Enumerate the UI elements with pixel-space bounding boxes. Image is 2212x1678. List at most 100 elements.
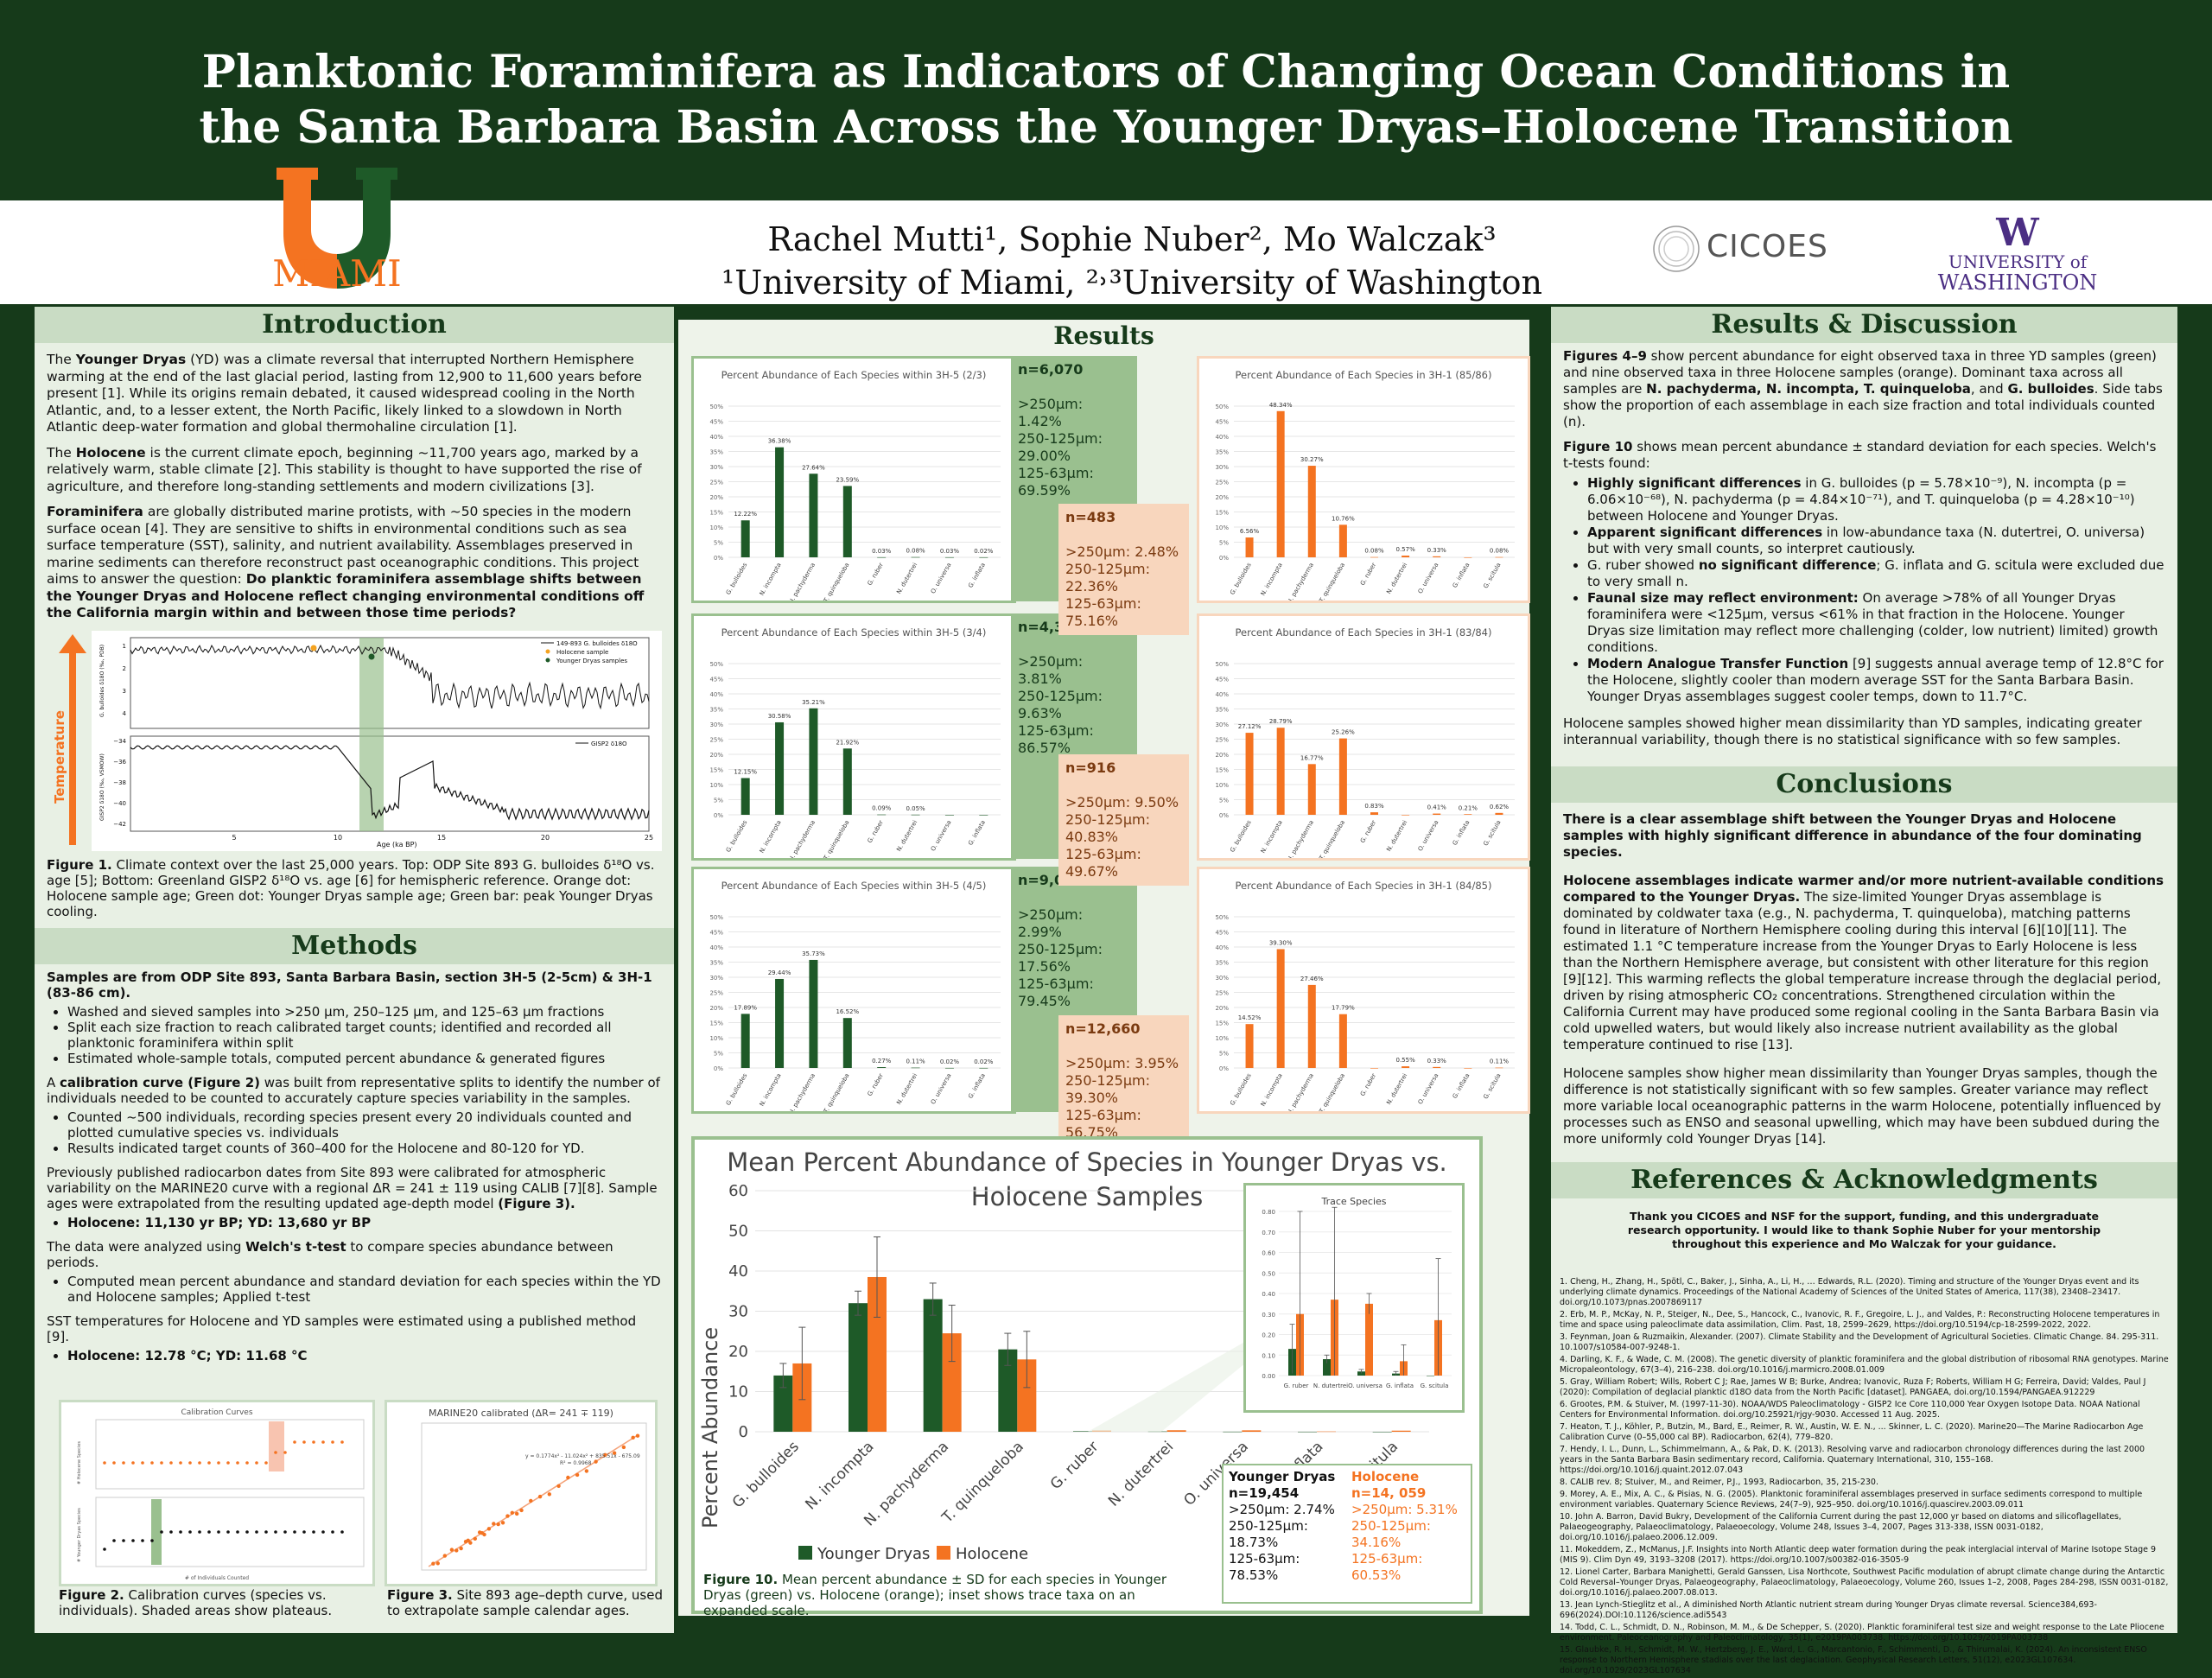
x-tick-label: N. incompta bbox=[759, 562, 783, 597]
bar-value-label: 0.02% bbox=[974, 1058, 994, 1065]
x-tick-label: 25 bbox=[645, 834, 653, 842]
fig2-xlabel: # of Individuals Counted bbox=[185, 1575, 249, 1581]
bar bbox=[775, 721, 785, 815]
age-depth-point bbox=[435, 1561, 440, 1566]
x-tick-label: G. ruber bbox=[1047, 1438, 1103, 1493]
intro-p1: The Younger Dryas (YD) was a climate rev… bbox=[47, 352, 642, 435]
rd-item: Modern Analogue Transfer Function [9] su… bbox=[1587, 656, 2165, 705]
count-line: >250µm: 3.95% bbox=[1065, 1055, 1179, 1071]
bar bbox=[998, 1349, 1018, 1432]
legend-yd-swatch bbox=[798, 1546, 812, 1560]
bar bbox=[877, 1067, 887, 1068]
x-tick-label: O. universa bbox=[930, 1072, 953, 1105]
x-tick-label: G. ruber bbox=[1359, 819, 1377, 844]
y-tick-label: 5% bbox=[1219, 540, 1229, 547]
fig2-title: Calibration Curves bbox=[181, 1408, 252, 1417]
bar bbox=[1495, 812, 1503, 815]
trace-species-inset: Trace Species 0.00 0.10 0.20 0.30 0.40 0.50 0.… bbox=[1243, 1183, 1465, 1413]
reference-item: 13. Jean Lynch-Stieglitz et al., A dimin… bbox=[1560, 1600, 2097, 1620]
count-line: n=483 bbox=[1065, 509, 1116, 525]
methods-heading: Methods bbox=[35, 927, 674, 964]
intro-body: The Younger Dryas (YD) was a climate rev… bbox=[35, 352, 674, 622]
temperature-arrow-icon: Temperature bbox=[52, 633, 86, 845]
y-tick-label: 40% bbox=[1215, 434, 1229, 441]
y-tick-label: 25% bbox=[709, 737, 723, 744]
y-tick-label: 0.50 bbox=[1262, 1270, 1275, 1277]
y-tick-label: 45% bbox=[709, 677, 723, 683]
y-tick-label: 15% bbox=[709, 510, 723, 517]
x-tick-label: G. ruber bbox=[867, 562, 885, 587]
age-depth-point bbox=[473, 1536, 477, 1541]
y-tick-label: 20% bbox=[709, 494, 723, 501]
holocene-point bbox=[217, 1461, 220, 1465]
bar bbox=[842, 486, 852, 557]
yd-point bbox=[169, 1530, 173, 1534]
x-tick-label: G. scitula bbox=[1482, 1072, 1502, 1100]
holocene-point bbox=[331, 1440, 334, 1444]
holocene-point bbox=[245, 1461, 249, 1465]
y-tick-label: 45% bbox=[709, 930, 723, 937]
x-tick-label: G. bulloides bbox=[1229, 562, 1253, 596]
holocene-point bbox=[302, 1440, 306, 1444]
uw-line-2: WASHINGTON bbox=[1937, 270, 2098, 295]
x-tick-label: G. inflata bbox=[1452, 819, 1471, 847]
fig1-ylabel-bot: GISP2 δ18O (‰, VSMOW) bbox=[99, 753, 105, 821]
reference-item: 12. Lionel Carter, Barbara Manighetti, G… bbox=[1560, 1567, 2169, 1598]
age-depth-point bbox=[556, 1484, 561, 1488]
rd-item: Apparent significant differences in low-… bbox=[1587, 524, 2165, 557]
panel-chart: 0% 5% 10% 15% 20% 25% 30% 35% 40% 45% 50% 17.89% G. … bbox=[709, 914, 1001, 1111]
count-line: 125-63µm: 75.16% bbox=[1065, 595, 1141, 629]
y-tick-label: 40% bbox=[709, 691, 723, 698]
figure-10: Mean Percent Abundance of Species in You… bbox=[691, 1136, 1483, 1618]
reference-item: 9. Morey, A. E., Mix, A. C., & Pisias, N… bbox=[1560, 1490, 2143, 1510]
count-line: >250µm: 2.99% bbox=[1018, 906, 1084, 940]
y-tick-label: 35% bbox=[1215, 960, 1229, 967]
x-tick-label: G. bulloides bbox=[725, 1072, 749, 1107]
x-tick-label: O. universa bbox=[930, 819, 953, 852]
bar-value-label: 36.38% bbox=[768, 438, 791, 445]
bar bbox=[979, 815, 988, 816]
x-tick-label: G. scitula bbox=[1482, 819, 1502, 847]
y-tick-label: 10% bbox=[1215, 524, 1229, 531]
x-tick-label: G. ruber bbox=[1359, 1072, 1377, 1097]
x-tick-label: N. dutertrei bbox=[1105, 1438, 1177, 1510]
x-tick-label: N. dutertrei bbox=[895, 1072, 918, 1106]
y-tick-label: 20% bbox=[709, 752, 723, 759]
y-tick-label: 0.40 bbox=[1262, 1291, 1275, 1298]
x-tick-label: N. pachyderma bbox=[1286, 1072, 1315, 1111]
bar-value-label: 0.08% bbox=[1364, 548, 1384, 555]
holocene-point bbox=[312, 1440, 315, 1444]
methods-list-item: Estimated whole-sample totals, computed … bbox=[67, 1051, 662, 1066]
bar bbox=[1073, 1431, 1092, 1432]
bar-value-label: 48.34% bbox=[1269, 402, 1293, 409]
reference-item: 8. CALIB rev. 8; Stuiver, M., and Reimer… bbox=[1560, 1478, 1878, 1487]
figure-2-chart: Calibration Curves # of Individuals Coun… bbox=[77, 1408, 365, 1581]
bar-value-label: 27.12% bbox=[1238, 723, 1262, 730]
x-tick-label: G. bulloides bbox=[729, 1438, 803, 1511]
fig1-xlabel: Age (ka BP) bbox=[377, 841, 417, 849]
fig3-eq: y = 0.1774x² - 11.024x² + 835.51x - 675.… bbox=[525, 1453, 640, 1459]
figures-2-3: Calibration Curves # of Individuals Coun… bbox=[35, 1395, 674, 1633]
age-depth-point bbox=[486, 1527, 492, 1531]
methods-list-1: Washed and sieved samples into >250 µm, … bbox=[67, 1004, 662, 1066]
bar bbox=[1495, 556, 1503, 558]
y-tick-label: 30% bbox=[709, 464, 723, 471]
y-tick-label: 60 bbox=[728, 1182, 748, 1200]
age-depth-point bbox=[603, 1452, 607, 1458]
yd-point bbox=[331, 1530, 334, 1534]
x-tick-label: G. bulloides bbox=[1229, 819, 1253, 854]
bar bbox=[775, 447, 785, 557]
age-depth-point bbox=[496, 1522, 500, 1527]
methods-list-2: Counted ~500 individuals, recording spec… bbox=[67, 1109, 662, 1156]
bar bbox=[1338, 1014, 1347, 1068]
y-tick-label: 45% bbox=[709, 419, 723, 426]
bar bbox=[1307, 466, 1316, 557]
x-tick-label: O. universa bbox=[1417, 819, 1440, 852]
reference-item: 3. Feynman, Joan & Ruzmaikin, Alexander.… bbox=[1560, 1332, 2159, 1352]
bar-value-label: 30.27% bbox=[1300, 456, 1324, 463]
bar bbox=[1402, 1066, 1410, 1068]
yd-abundance-panel: Percent Abundance of Each Species within… bbox=[691, 613, 1016, 861]
methods-body: Samples are from ODP Site 893, Santa Bar… bbox=[35, 969, 674, 1363]
x-tick-label: G. inflata bbox=[967, 819, 987, 847]
reference-item: 14. Todd, C. L., Schmidt, D. N., Robinso… bbox=[1560, 1623, 2164, 1643]
